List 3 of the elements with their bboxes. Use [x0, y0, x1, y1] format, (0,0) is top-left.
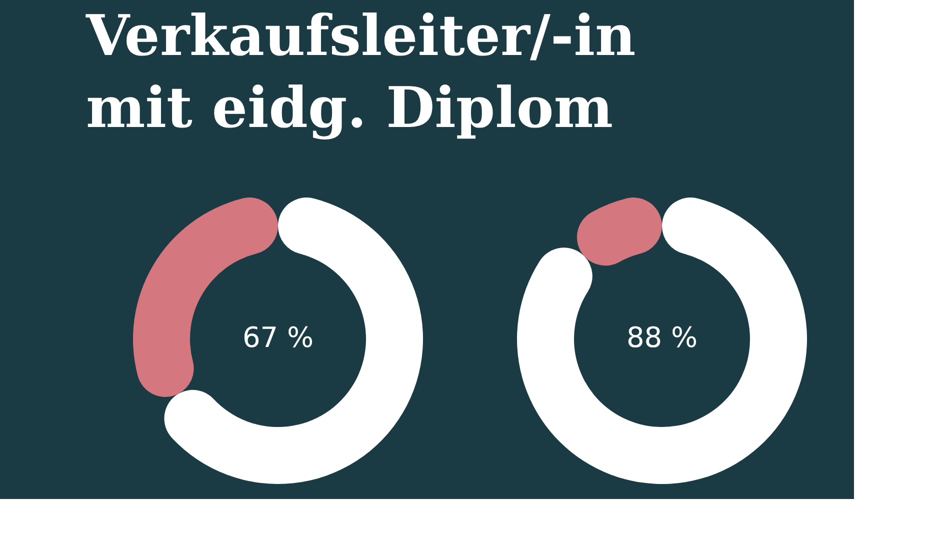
data-label: 67 % — [242, 321, 314, 354]
data-label: 88 % — [626, 321, 698, 354]
chart-title: Verkaufsleiter/-in mit eidg. Diplom — [85, 3, 636, 141]
